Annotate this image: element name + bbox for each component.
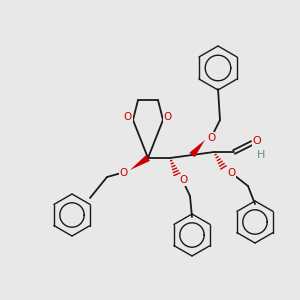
Text: O: O bbox=[164, 112, 172, 122]
Text: O: O bbox=[124, 112, 132, 122]
Text: O: O bbox=[207, 133, 215, 143]
Text: O: O bbox=[179, 175, 187, 185]
Text: H: H bbox=[257, 150, 265, 160]
Polygon shape bbox=[189, 140, 205, 157]
Polygon shape bbox=[130, 155, 150, 170]
Text: O: O bbox=[227, 168, 235, 178]
Text: O: O bbox=[253, 136, 261, 146]
Text: O: O bbox=[120, 168, 128, 178]
